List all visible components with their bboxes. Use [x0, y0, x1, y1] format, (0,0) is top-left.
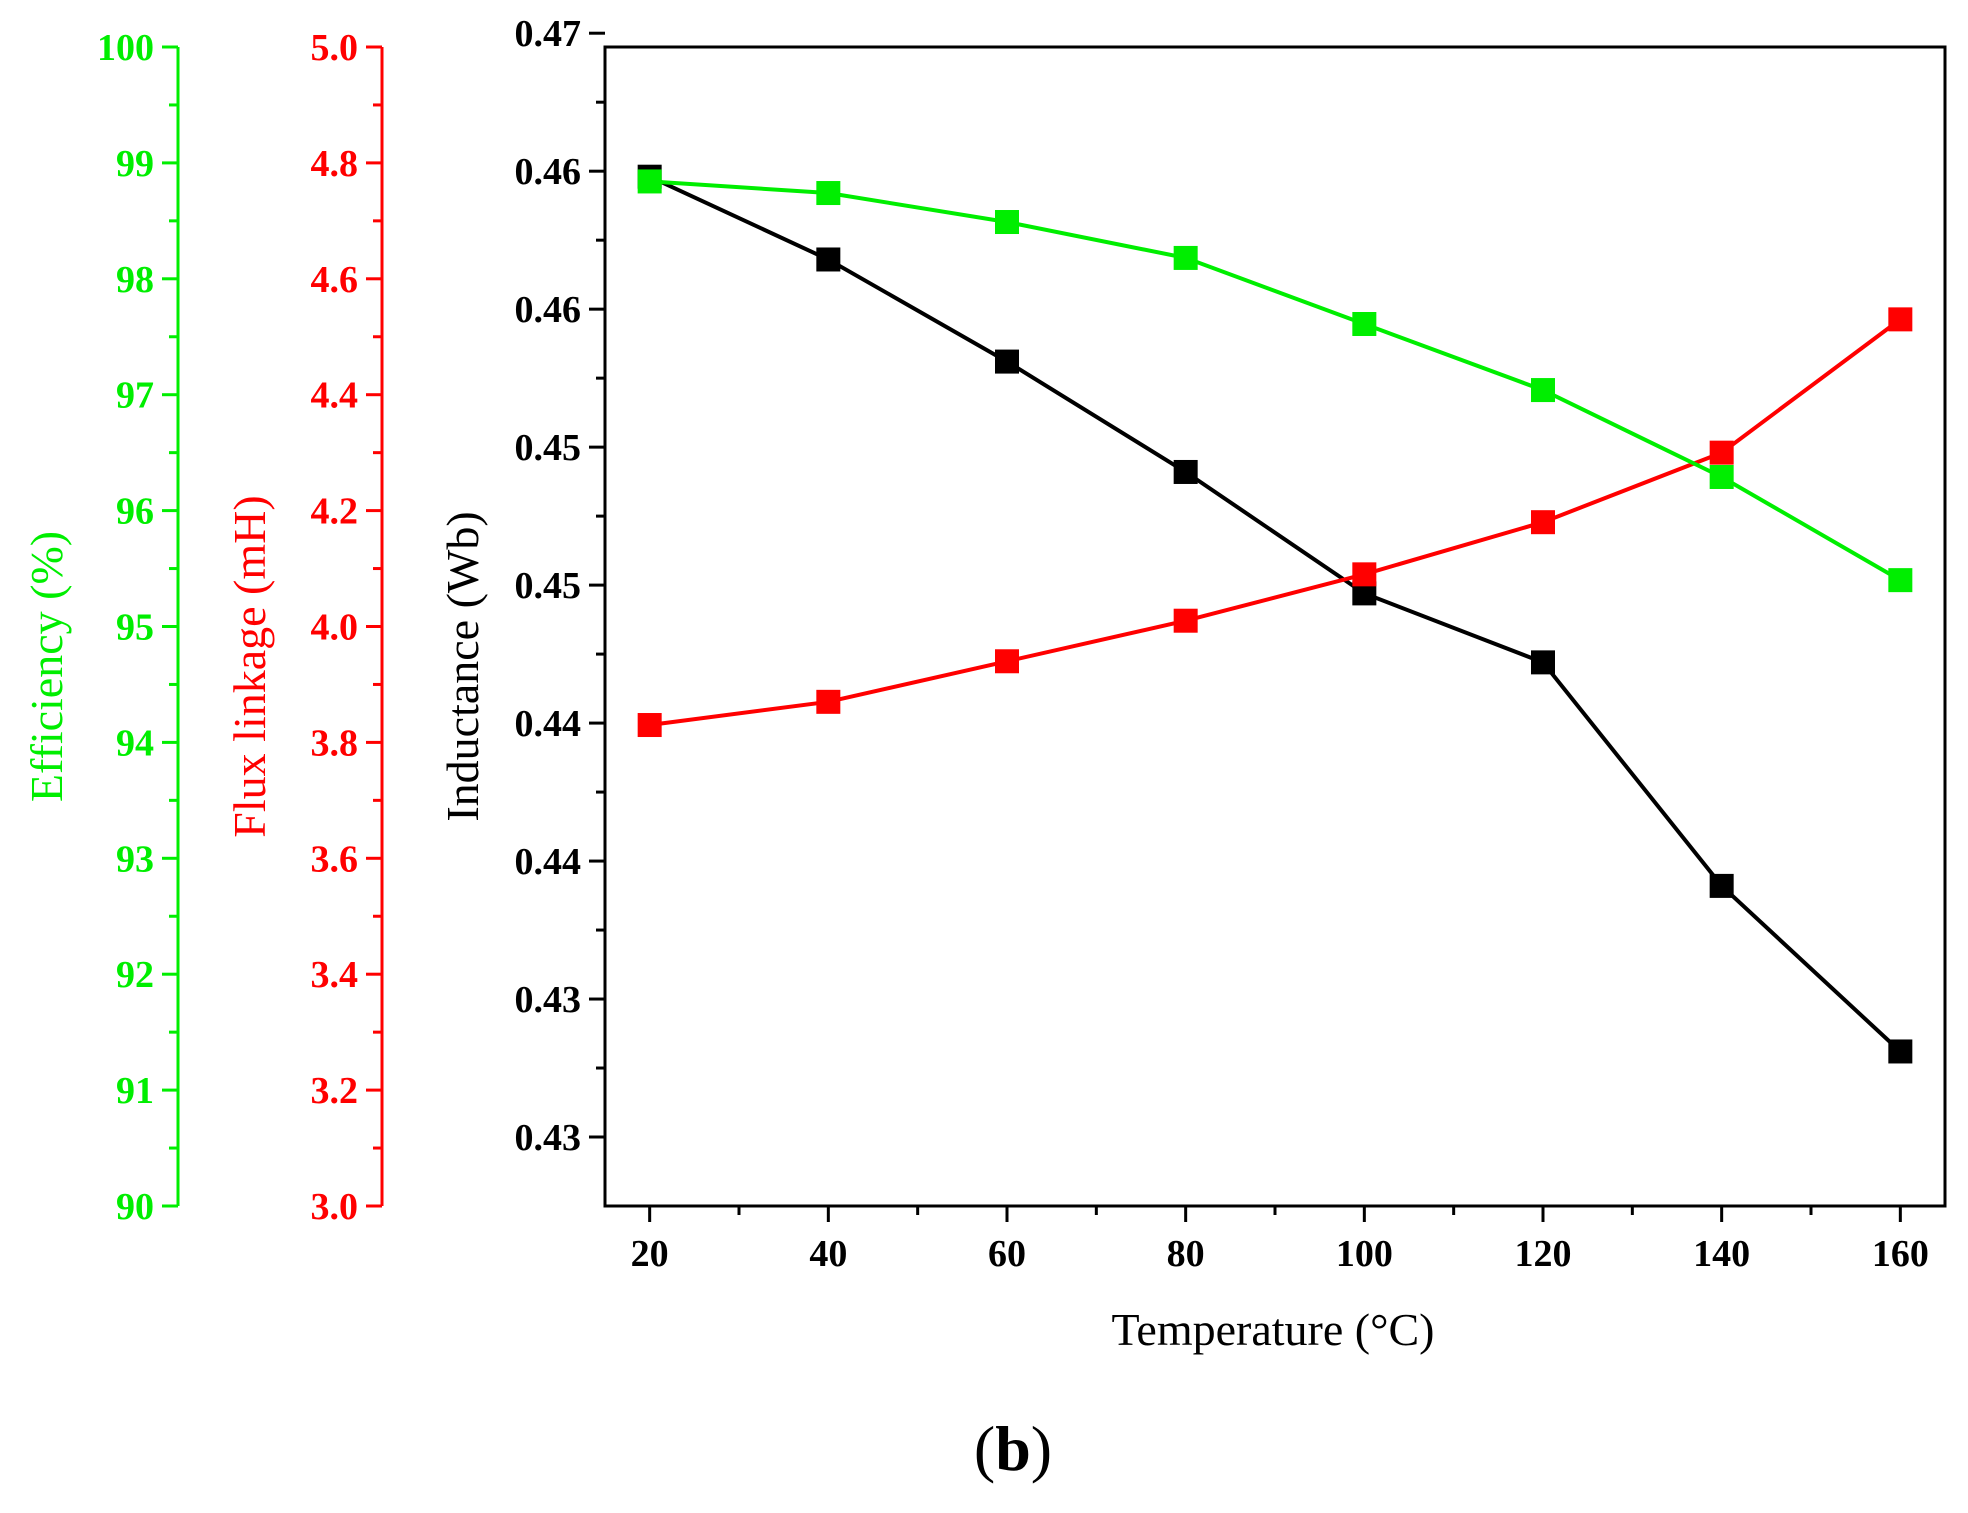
panel-label: (b) — [974, 1413, 1052, 1484]
inductance-y-tick-label: 0.43 — [515, 1117, 582, 1159]
flux-y-tick-label: 3.2 — [311, 1070, 359, 1112]
flux-series-line — [649, 317, 1902, 727]
x-axis-title: Temperature (°C) — [1112, 1304, 1435, 1355]
x-tick-label: 140 — [1693, 1233, 1750, 1275]
efficiency-axis-title: Efficiency (%) — [21, 531, 72, 802]
flux-data-point — [1531, 510, 1555, 535]
x-tick-label: 20 — [631, 1233, 669, 1275]
efficiency-data-point — [995, 210, 1019, 235]
flux-y-tick-label: 3.0 — [311, 1186, 359, 1228]
flux-y-tick-label: 5.0 — [311, 27, 359, 69]
inductance-data-point — [1888, 1039, 1913, 1064]
efficiency-y-tick-label: 93 — [116, 838, 154, 880]
x-tick-label: 40 — [809, 1233, 847, 1275]
flux-axis-title: Flux linkage (mH) — [224, 495, 275, 837]
flux-y-tick-label: 4.0 — [311, 607, 359, 649]
efficiency-y-tick-label: 91 — [116, 1070, 154, 1112]
efficiency-y-tick-label: 90 — [116, 1186, 154, 1228]
efficiency-data-point — [1888, 568, 1913, 593]
x-tick-label: 80 — [1167, 1233, 1205, 1275]
efficiency-data-point — [637, 169, 662, 194]
efficiency-data-point — [1173, 245, 1198, 270]
flux-y-tick-label: 3.8 — [311, 722, 359, 764]
flux-data-point — [1888, 307, 1913, 332]
inductance-y-tick-label: 0.47 — [515, 13, 582, 55]
inductance-data-point — [1531, 650, 1555, 675]
x-tick-label: 160 — [1872, 1233, 1929, 1275]
efficiency-y-tick-label: 100 — [97, 27, 154, 69]
efficiency-y-tick-label: 98 — [116, 259, 154, 301]
inductance-y-tick-label: 0.45 — [515, 565, 582, 607]
efficiency-data-point — [1352, 312, 1377, 337]
plot-frame — [603, 45, 1947, 1208]
x-tick-label: 100 — [1336, 1233, 1393, 1275]
flux-data-point — [1352, 562, 1377, 587]
inductance-data-point — [1173, 459, 1198, 484]
flux-y-tick-label: 3.4 — [311, 954, 359, 996]
efficiency-y-tick-label: 97 — [116, 375, 154, 417]
efficiency-data-point — [816, 181, 841, 206]
efficiency-data-point — [1531, 378, 1555, 403]
inductance-data-point — [816, 247, 841, 272]
plot-box — [603, 45, 1947, 1208]
inductance-y-tick-label: 0.44 — [515, 841, 582, 883]
flux-data-point — [1173, 608, 1198, 633]
flux-data-point — [816, 689, 841, 714]
inductance-axis-title: Inductance (Wb) — [437, 511, 488, 821]
series-layer — [637, 164, 1913, 1064]
x-tick-label: 120 — [1515, 1233, 1572, 1275]
inductance-y-tick-label: 0.46 — [515, 151, 582, 193]
flux-data-point — [995, 649, 1019, 674]
inductance-y-tick-label: 0.44 — [515, 703, 582, 745]
flux-data-point — [637, 713, 662, 738]
efficiency-y-tick-label: 96 — [116, 491, 154, 533]
inductance-y-tick-label: 0.45 — [515, 427, 582, 469]
tick-layer: 20 40 60 80 100 120 140 160 0.43 0.43 0.44 0.44 0.45… — [21, 13, 1929, 1275]
flux-data-point — [1709, 440, 1734, 465]
inductance-data-point — [1709, 873, 1734, 898]
efficiency-y-tick-label: 92 — [116, 954, 154, 996]
efficiency-series-line — [649, 179, 1902, 582]
flux-y-tick-label: 4.6 — [311, 259, 359, 301]
flux-y-tick-label: 3.6 — [311, 838, 359, 880]
inductance-data-point — [995, 349, 1019, 374]
efficiency-data-point — [1709, 464, 1734, 489]
efficiency-y-tick-label: 99 — [116, 143, 154, 185]
efficiency-y-tick-label: 95 — [116, 607, 154, 649]
flux-y-tick-label: 4.2 — [311, 491, 359, 533]
efficiency-y-tick-label: 94 — [116, 722, 154, 764]
flux-y-tick-label: 4.4 — [311, 375, 359, 417]
inductance-y-tick-label: 0.46 — [515, 289, 582, 331]
flux-y-tick-label: 4.8 — [311, 143, 359, 185]
inductance-y-tick-label: 0.43 — [515, 979, 582, 1021]
x-tick-label: 60 — [988, 1233, 1026, 1275]
inductance-series-line — [648, 174, 1902, 1053]
